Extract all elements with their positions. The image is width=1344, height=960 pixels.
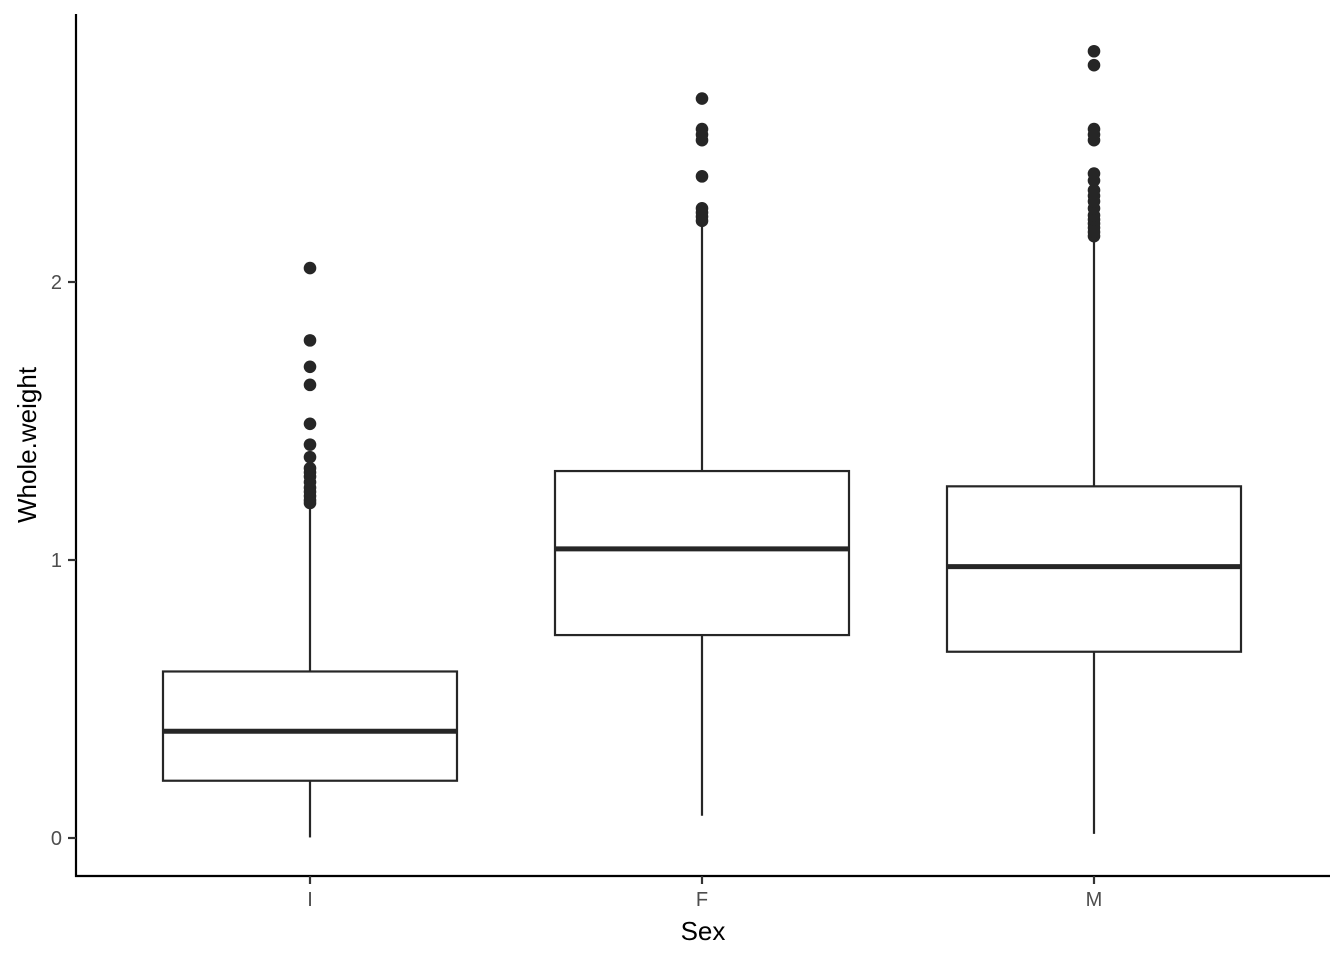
outlier-point	[695, 170, 709, 183]
outlier-point	[1087, 44, 1101, 58]
outlier-point	[303, 261, 317, 275]
outlier-point	[1087, 183, 1101, 197]
x-axis-title: Sex	[681, 916, 726, 946]
outlier-point	[695, 202, 709, 215]
outlier-point	[303, 461, 317, 475]
outlier-point	[1087, 58, 1101, 72]
boxes-layer	[161, 44, 1243, 838]
outlier-point	[695, 122, 709, 136]
outlier-point	[303, 417, 317, 431]
box-iqr	[553, 469, 851, 637]
axes-layer: 0 1 2 I F M	[51, 14, 1330, 911]
outlier-point	[303, 378, 317, 392]
outlier-point	[303, 450, 317, 464]
outlier-point	[1087, 167, 1101, 180]
outlier-point	[303, 360, 317, 374]
y-tick-label: 2	[51, 272, 62, 294]
outlier-point	[1087, 122, 1101, 136]
outlier-point	[303, 334, 317, 347]
outlier-point	[695, 92, 709, 105]
y-axis-title: Whole.weight	[12, 366, 42, 523]
y-tick-label: 1	[51, 550, 62, 572]
x-tick-label: I	[307, 889, 313, 911]
box-group-f	[553, 92, 851, 816]
y-ticks: 0 1 2	[51, 272, 76, 850]
outlier-point	[303, 438, 317, 451]
y-tick-label: 0	[51, 828, 62, 850]
box-group-m	[945, 44, 1243, 834]
x-tick-label: F	[696, 889, 708, 911]
box-group-i	[161, 261, 459, 838]
x-tick-label: M	[1086, 889, 1103, 911]
box-iqr	[161, 670, 459, 782]
